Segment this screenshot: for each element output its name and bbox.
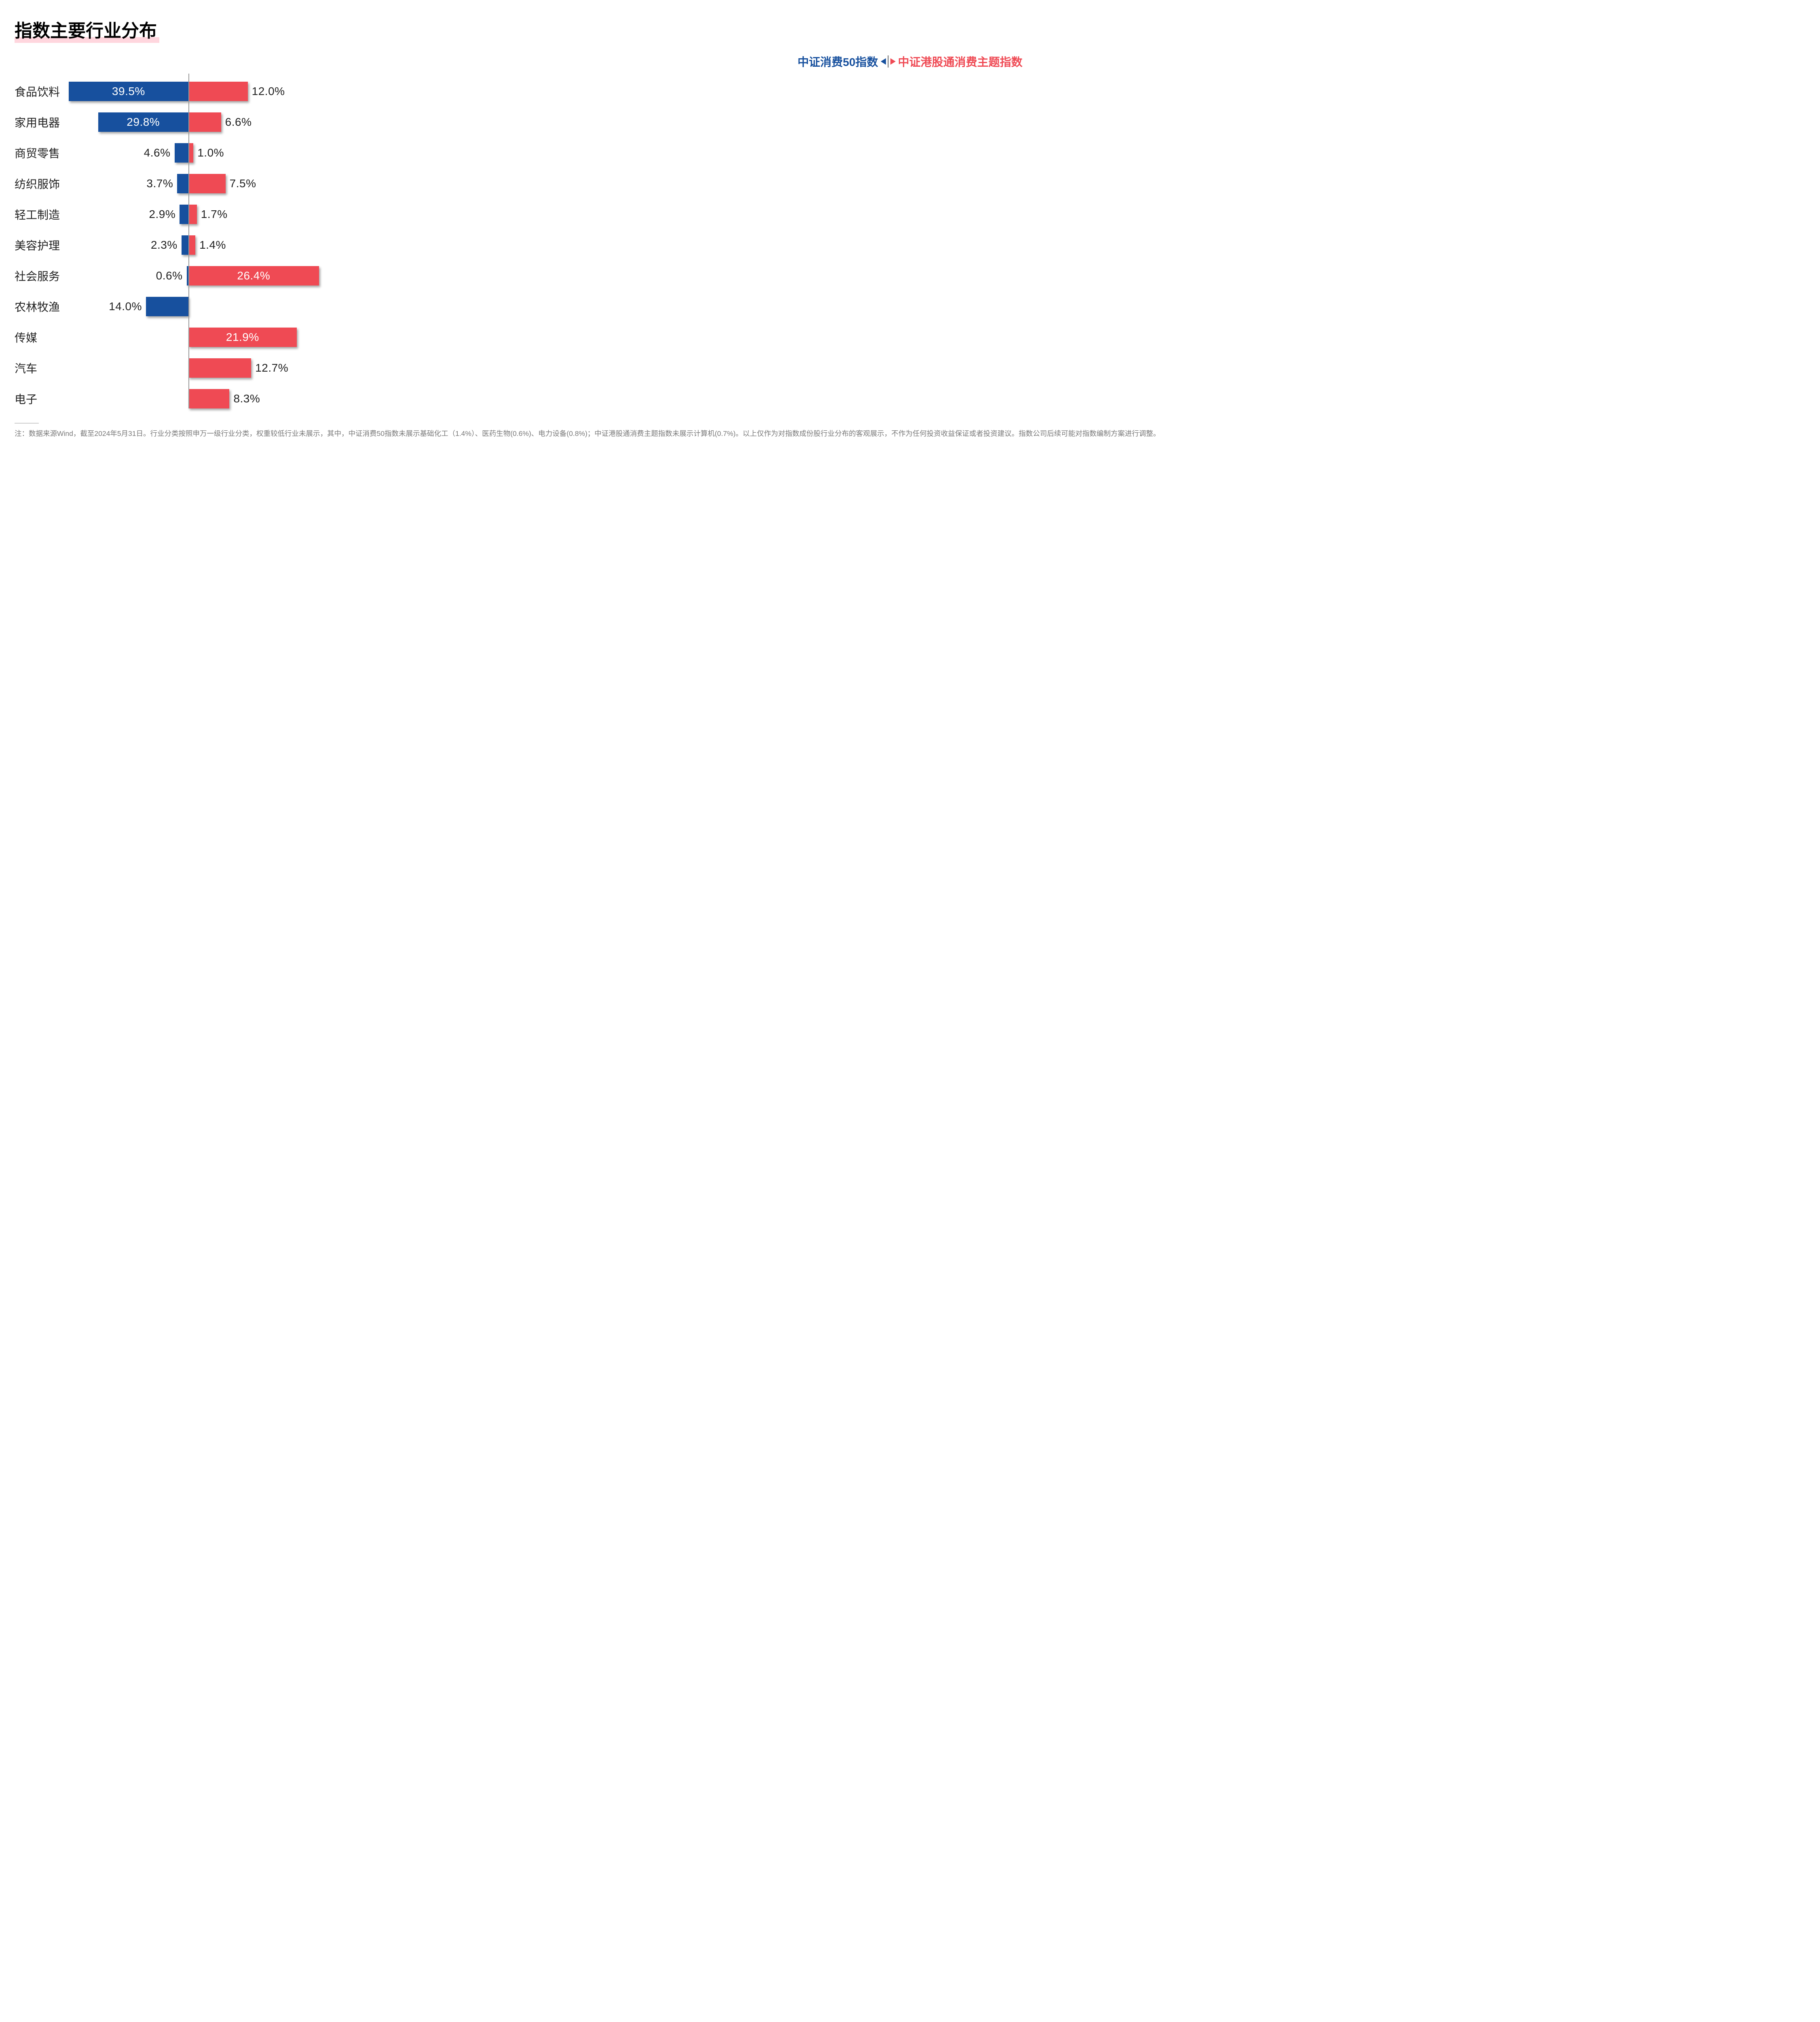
chart-row: 农林牧渔 14.0% bbox=[15, 295, 1805, 318]
left-side: 2.9% bbox=[67, 203, 188, 226]
left-bar bbox=[175, 143, 189, 163]
chart-row: 传媒 21.9% bbox=[15, 326, 1805, 349]
category-label: 汽车 bbox=[15, 360, 67, 376]
right-side: 1.4% bbox=[188, 234, 322, 256]
category-label: 社会服务 bbox=[15, 268, 67, 284]
chart-row: 轻工制造 2.9% 1.7% bbox=[15, 203, 1805, 226]
right-side: 26.4% bbox=[188, 264, 322, 287]
right-side: 21.9% bbox=[188, 326, 322, 349]
chart-row: 食品饮料 39.5% 12.0% bbox=[15, 80, 1805, 103]
right-value: 1.4% bbox=[199, 239, 226, 252]
right-value: 7.5% bbox=[230, 177, 256, 190]
right-bar bbox=[188, 82, 248, 101]
left-side: 39.5% bbox=[67, 80, 188, 103]
left-side: 14.0% bbox=[67, 295, 188, 318]
left-value: 39.5% bbox=[108, 85, 149, 98]
chart-row: 社会服务 0.6% 26.4% bbox=[15, 264, 1805, 287]
chart-row: 家用电器 29.8% 6.6% bbox=[15, 111, 1805, 133]
chart-row: 商贸零售 4.6% 1.0% bbox=[15, 142, 1805, 164]
category-label: 轻工制造 bbox=[15, 206, 67, 222]
triangle-right-icon bbox=[890, 58, 896, 65]
left-bar bbox=[182, 235, 188, 255]
right-value: 12.0% bbox=[252, 85, 285, 98]
category-label: 农林牧渔 bbox=[15, 298, 67, 315]
left-value: 29.8% bbox=[123, 116, 164, 129]
chart-title-wrap: 指数主要行业分布 bbox=[15, 16, 157, 42]
right-value: 1.7% bbox=[201, 208, 228, 221]
right-bar bbox=[188, 235, 195, 255]
left-value: 0.6% bbox=[156, 269, 183, 282]
left-side: 3.7% bbox=[67, 172, 188, 195]
left-value: 3.7% bbox=[146, 177, 173, 190]
right-bar bbox=[188, 112, 221, 132]
left-bar bbox=[180, 205, 188, 224]
right-side: 8.3% bbox=[188, 387, 322, 410]
left-value: 2.9% bbox=[149, 208, 175, 221]
right-value: 12.7% bbox=[255, 362, 288, 374]
left-bar bbox=[146, 297, 188, 316]
chart-row: 电子 8.3% bbox=[15, 387, 1805, 410]
right-bar bbox=[188, 205, 197, 224]
left-side: 4.6% bbox=[67, 142, 188, 164]
chart-title: 指数主要行业分布 bbox=[15, 16, 157, 42]
category-label: 美容护理 bbox=[15, 237, 67, 253]
right-side: 12.7% bbox=[188, 357, 322, 379]
left-side: 2.3% bbox=[67, 234, 188, 256]
category-label: 食品饮料 bbox=[15, 83, 67, 99]
chart-legend: 中证消费50指数 中证港股通消费主题指数 bbox=[15, 53, 1805, 70]
right-value: 1.0% bbox=[197, 146, 224, 159]
right-bar bbox=[188, 174, 226, 193]
category-label: 家用电器 bbox=[15, 114, 67, 130]
chart-row: 美容护理 2.3% 1.4% bbox=[15, 234, 1805, 256]
right-value: 8.3% bbox=[233, 392, 260, 405]
right-bar bbox=[188, 389, 229, 408]
right-value: 6.6% bbox=[225, 116, 252, 129]
category-label: 商贸零售 bbox=[15, 145, 67, 161]
left-bar: 29.8% bbox=[98, 112, 189, 132]
right-bar bbox=[188, 358, 251, 378]
footnote-text: 注：数据来源Wind，截至2024年5月31日。行业分类按照申万一级行业分类，权… bbox=[15, 428, 1805, 439]
right-value: 21.9% bbox=[222, 331, 263, 344]
left-side bbox=[67, 357, 188, 379]
right-bar: 26.4% bbox=[188, 266, 319, 286]
right-side: 6.6% bbox=[188, 111, 322, 133]
left-side bbox=[67, 326, 188, 349]
diverging-bar-chart: 食品饮料 39.5% 12.0% 家用电器 29.8% 6.6% 商贸零售 4.6% 1.0% 纺… bbox=[15, 78, 1805, 410]
legend-separator bbox=[881, 55, 896, 68]
category-label: 传媒 bbox=[15, 329, 67, 345]
right-bar: 21.9% bbox=[188, 328, 297, 347]
category-label: 纺织服饰 bbox=[15, 176, 67, 192]
right-value: 26.4% bbox=[233, 269, 274, 282]
left-value: 4.6% bbox=[144, 146, 171, 159]
left-bar bbox=[177, 174, 188, 193]
right-side: 12.0% bbox=[188, 80, 322, 103]
legend-right-label: 中证港股通消费主题指数 bbox=[898, 53, 1023, 70]
left-bar: 39.5% bbox=[69, 82, 188, 101]
left-side bbox=[67, 387, 188, 410]
chart-row: 汽车 12.7% bbox=[15, 357, 1805, 379]
center-axis bbox=[188, 74, 189, 408]
right-side: 7.5% bbox=[188, 172, 322, 195]
legend-left-label: 中证消费50指数 bbox=[797, 53, 878, 70]
right-side bbox=[188, 295, 322, 318]
left-value: 14.0% bbox=[109, 300, 142, 313]
triangle-left-icon bbox=[881, 58, 886, 65]
left-value: 2.3% bbox=[151, 239, 178, 252]
right-side: 1.0% bbox=[188, 142, 322, 164]
right-side: 1.7% bbox=[188, 203, 322, 226]
category-label: 电子 bbox=[15, 391, 67, 407]
left-side: 0.6% bbox=[67, 264, 188, 287]
chart-row: 纺织服饰 3.7% 7.5% bbox=[15, 172, 1805, 195]
left-side: 29.8% bbox=[67, 111, 188, 133]
legend-divider bbox=[888, 55, 889, 68]
